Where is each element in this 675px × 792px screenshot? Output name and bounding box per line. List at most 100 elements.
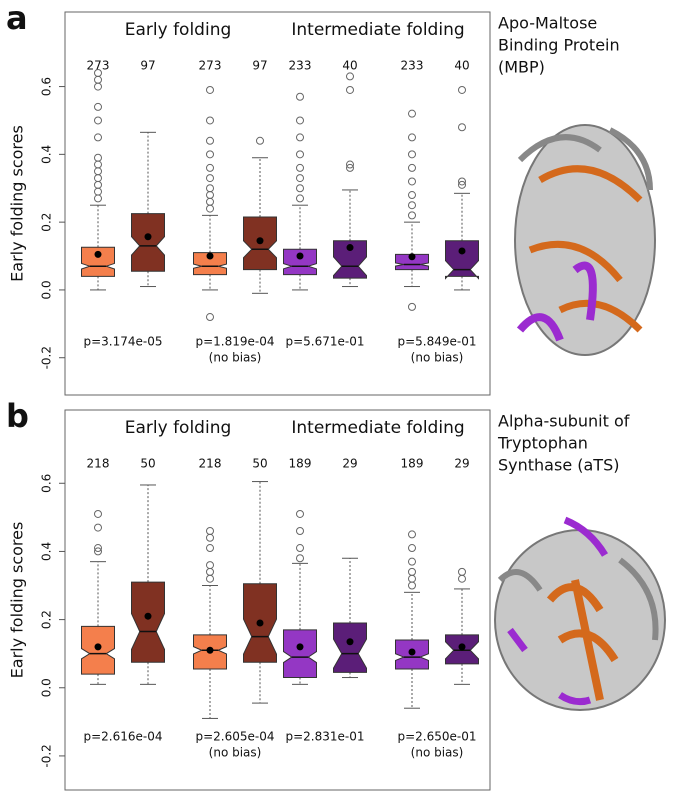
count-label: 97 — [140, 59, 155, 73]
outlier — [206, 561, 214, 570]
p-value: p=5.671e-01 — [285, 335, 364, 349]
outlier — [206, 150, 214, 159]
outlier — [94, 75, 102, 84]
p-value: (no bias) — [209, 351, 262, 365]
p-value: p=3.174e-05 — [83, 335, 162, 349]
p-value: (no bias) — [209, 746, 262, 760]
box-body — [193, 252, 227, 276]
side-title: (MBP) — [498, 58, 545, 77]
outlier — [206, 544, 214, 553]
outlier — [94, 153, 102, 162]
outlier — [296, 194, 304, 203]
plot-frame — [64, 409, 491, 791]
outlier — [206, 191, 214, 200]
outlier — [206, 174, 214, 183]
outlier — [94, 160, 102, 169]
mean-dot — [458, 643, 466, 651]
outlier — [296, 509, 304, 518]
y-tick-label: 0.2 — [40, 610, 54, 629]
outlier — [408, 574, 416, 583]
outlier — [346, 72, 354, 81]
p-value: p=2.616e-04 — [83, 730, 162, 744]
y-tick-label: 0.0 — [40, 280, 54, 299]
box-body — [283, 248, 317, 276]
box-body — [395, 253, 429, 271]
outlier — [94, 82, 102, 91]
outlier — [296, 554, 304, 563]
outlier — [296, 150, 304, 159]
outlier — [206, 163, 214, 172]
outlier — [408, 177, 416, 186]
count-label: 273 — [199, 59, 222, 73]
mean-dot — [408, 253, 416, 261]
mean-dot — [144, 233, 152, 241]
outlier — [94, 102, 102, 111]
mean-dot — [144, 612, 152, 620]
box-body — [81, 246, 115, 277]
mean-dot — [94, 643, 102, 651]
count-label: 50 — [252, 457, 267, 471]
outlier — [408, 201, 416, 210]
y-axis-label: Early folding scores — [8, 522, 27, 679]
protein-structure-ats — [494, 516, 666, 711]
outlier — [94, 167, 102, 176]
outlier — [458, 574, 466, 583]
y-tick-label: 0.0 — [40, 678, 54, 697]
outlier — [94, 116, 102, 125]
outlier — [408, 557, 416, 566]
plot-frame — [64, 11, 491, 396]
outlier — [296, 544, 304, 553]
box-body — [333, 622, 367, 673]
outlier — [408, 544, 416, 553]
count-label: 29 — [454, 457, 469, 471]
p-value: p=2.831e-01 — [285, 730, 364, 744]
outlier — [296, 526, 304, 535]
count-label: 218 — [199, 457, 222, 471]
outlier — [296, 116, 304, 125]
outlier — [408, 150, 416, 159]
mean-dot — [206, 252, 214, 260]
outlier — [206, 313, 214, 322]
outlier — [206, 567, 214, 576]
outlier — [206, 85, 214, 94]
count-label: 189 — [401, 457, 424, 471]
outlier — [94, 544, 102, 553]
outlier — [256, 136, 264, 145]
panel-letter: b — [6, 397, 29, 435]
outlier — [94, 174, 102, 183]
y-tick-label: 0.4 — [40, 145, 54, 164]
outlier — [206, 197, 214, 206]
count-label: 50 — [140, 457, 155, 471]
mean-dot — [256, 237, 264, 245]
outlier — [408, 191, 416, 200]
box-body — [131, 213, 165, 272]
y-tick-label: -0.2 — [40, 346, 54, 369]
outlier — [206, 533, 214, 542]
box-body — [445, 240, 479, 280]
outlier — [408, 109, 416, 118]
y-axis-label: Early folding scores — [8, 125, 27, 282]
count-label: 233 — [289, 59, 312, 73]
count-label: 273 — [87, 59, 110, 73]
side-title: Alpha-subunit of — [498, 412, 630, 431]
mean-dot — [256, 619, 264, 627]
count-label: 233 — [401, 59, 424, 73]
mean-dot — [206, 646, 214, 654]
outlier — [94, 194, 102, 203]
p-value: p=1.819e-04 — [195, 335, 274, 349]
mean-dot — [296, 252, 304, 260]
group-label: Intermediate folding — [291, 418, 464, 438]
y-tick-label: 0.4 — [40, 542, 54, 561]
outlier — [94, 69, 102, 78]
outlier — [206, 184, 214, 193]
count-label: 97 — [252, 59, 267, 73]
mean-dot — [296, 643, 304, 651]
p-value: p=2.650e-01 — [397, 730, 476, 744]
outlier — [296, 92, 304, 101]
outlier — [94, 547, 102, 556]
outlier — [206, 526, 214, 535]
outlier — [94, 523, 102, 532]
mean-dot — [346, 638, 354, 646]
outlier — [408, 302, 416, 311]
count-label: 189 — [289, 457, 312, 471]
